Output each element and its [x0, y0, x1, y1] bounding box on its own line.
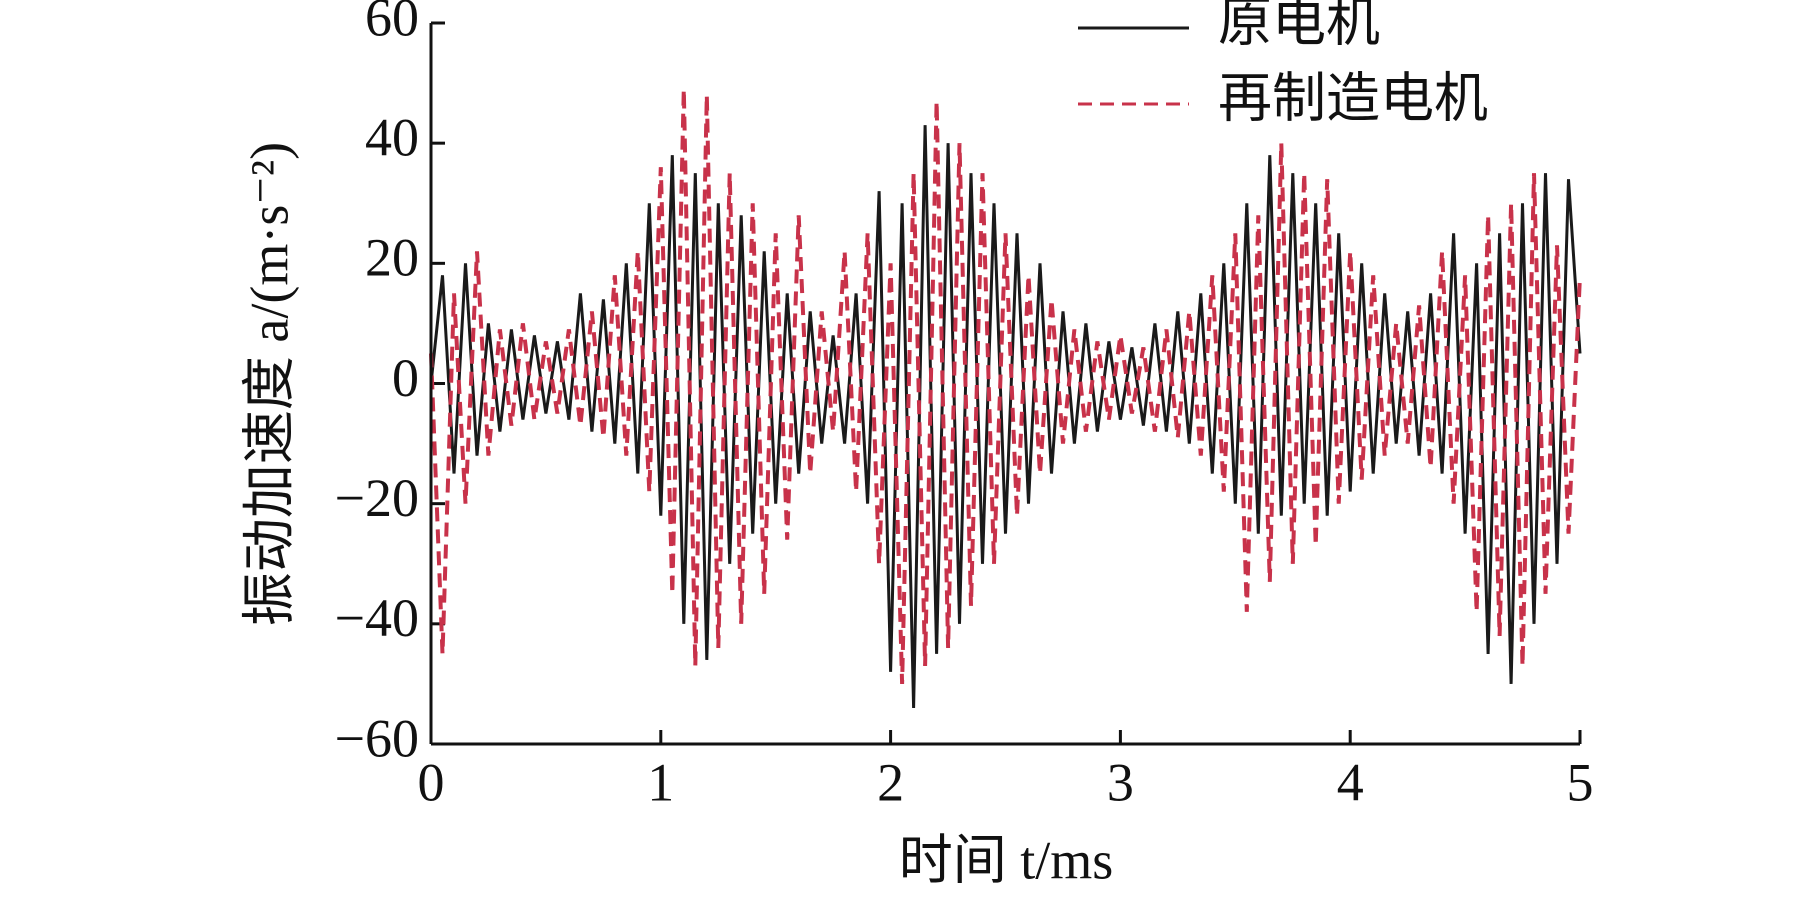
x-tick-label: 1	[647, 752, 674, 812]
legend-label: 原电机	[1218, 0, 1380, 52]
x-tick-label: 0	[418, 752, 445, 812]
legend-label: 再制造电机	[1218, 68, 1488, 128]
y-axis-label: 振动加速度 a/(m·s⁻²)	[239, 142, 299, 626]
y-tick-label: −20	[335, 468, 419, 528]
x-tick-label: 4	[1337, 752, 1364, 812]
y-tick-label: 60	[365, 0, 419, 47]
x-axis-label: 时间 t/ms	[899, 830, 1114, 890]
x-tick-label: 2	[877, 752, 904, 812]
x-tick-label: 3	[1107, 752, 1134, 812]
y-tick-label: −40	[335, 588, 419, 648]
series-line	[429, 89, 1582, 684]
series-line	[429, 125, 1582, 709]
y-tick-label: 20	[365, 228, 419, 288]
x-tick-label: 5	[1567, 752, 1594, 812]
y-tick-label: 40	[365, 108, 419, 168]
y-tick-label: 0	[392, 348, 419, 408]
y-tick-label: −60	[335, 708, 419, 768]
